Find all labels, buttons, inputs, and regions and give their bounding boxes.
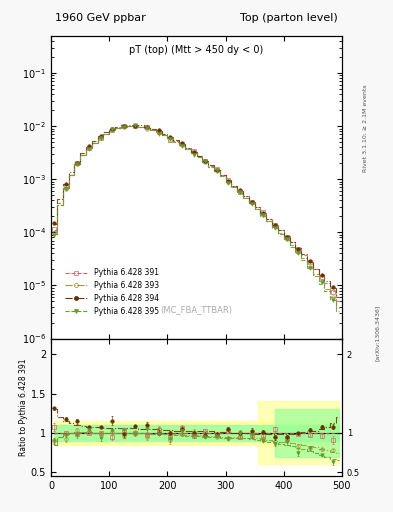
Text: Rivet 3.1.10; ≥ 2.1M events: Rivet 3.1.10; ≥ 2.1M events: [363, 84, 368, 172]
Text: pT (top) (Mtt > 450 dy < 0): pT (top) (Mtt > 450 dy < 0): [129, 45, 264, 55]
Text: [arXiv:1306.3436]: [arXiv:1306.3436]: [375, 305, 380, 361]
Text: Top (parton level): Top (parton level): [240, 13, 338, 23]
Text: 1960 GeV ppbar: 1960 GeV ppbar: [55, 13, 146, 23]
Legend: Pythia 6.428 391, Pythia 6.428 393, Pythia 6.428 394, Pythia 6.428 395: Pythia 6.428 391, Pythia 6.428 393, Pyth…: [61, 265, 163, 319]
Y-axis label: Ratio to Pythia 6.428 391: Ratio to Pythia 6.428 391: [19, 358, 28, 456]
Text: (MC_FBA_TTBAR): (MC_FBA_TTBAR): [160, 305, 233, 314]
